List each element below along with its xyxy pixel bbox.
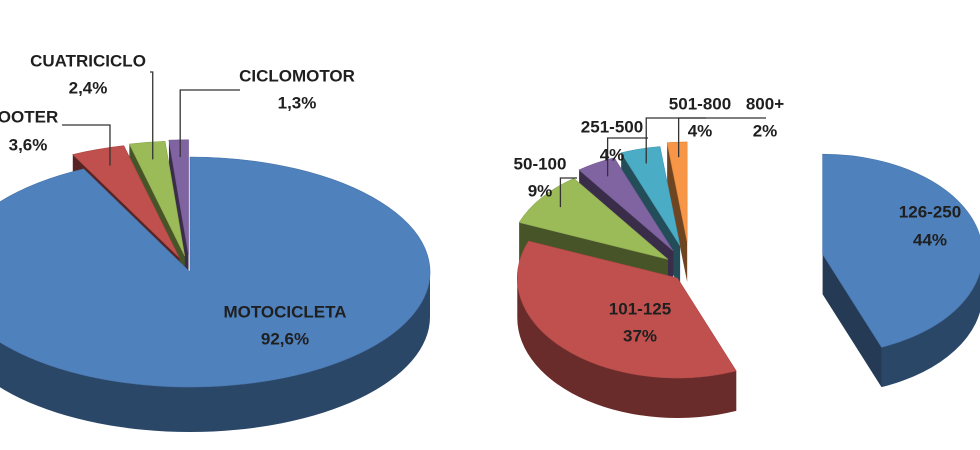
slice-value-label: 92,6%	[261, 329, 309, 348]
slice-side	[517, 277, 737, 418]
slice	[666, 141, 688, 242]
slice-label: 126-250	[899, 202, 961, 221]
slice	[578, 157, 674, 252]
slice-label: CICLOMOTOR	[239, 66, 355, 85]
slice	[128, 140, 185, 257]
slice	[518, 178, 669, 260]
slice-value-label: 44%	[913, 230, 947, 249]
slice-label: 251-500	[581, 117, 643, 136]
leader-line	[559, 177, 577, 208]
slice-label: OOTER	[0, 107, 58, 126]
slice-value-label: 4%	[600, 145, 625, 164]
slice-value-label: 2%	[753, 121, 778, 140]
slice-label: CUATRICICLO	[30, 51, 146, 70]
slice-cut-face	[822, 254, 882, 388]
leader-line	[62, 124, 111, 166]
leader-line	[606, 137, 648, 177]
slice-side	[881, 272, 980, 388]
slice-side	[0, 272, 430, 432]
pie	[516, 141, 980, 418]
leader-line	[150, 71, 154, 160]
slice-label: 101-125	[609, 299, 671, 318]
leader-line	[179, 89, 240, 158]
slice-label: MOTOCICLETA	[223, 302, 346, 321]
slice-label: 800+	[746, 94, 784, 113]
slice-value-label: 1,3%	[278, 93, 317, 112]
slice-value-label: 9%	[528, 181, 553, 200]
slice	[516, 240, 737, 379]
slice-label: 50-100	[514, 154, 567, 173]
slice-value-label: 2,4%	[69, 78, 108, 97]
slice	[72, 145, 180, 258]
slice-value-label: 3,6%	[9, 135, 48, 154]
slice-value-label: 4%	[688, 121, 713, 140]
leader-line	[677, 117, 766, 158]
slice-label: 501-800	[669, 94, 731, 113]
slice	[168, 139, 189, 255]
slice-value-label: 37%	[623, 326, 657, 345]
pie	[0, 139, 431, 432]
slice-cut-face	[667, 142, 688, 282]
slice	[620, 146, 681, 246]
slice	[0, 156, 431, 388]
